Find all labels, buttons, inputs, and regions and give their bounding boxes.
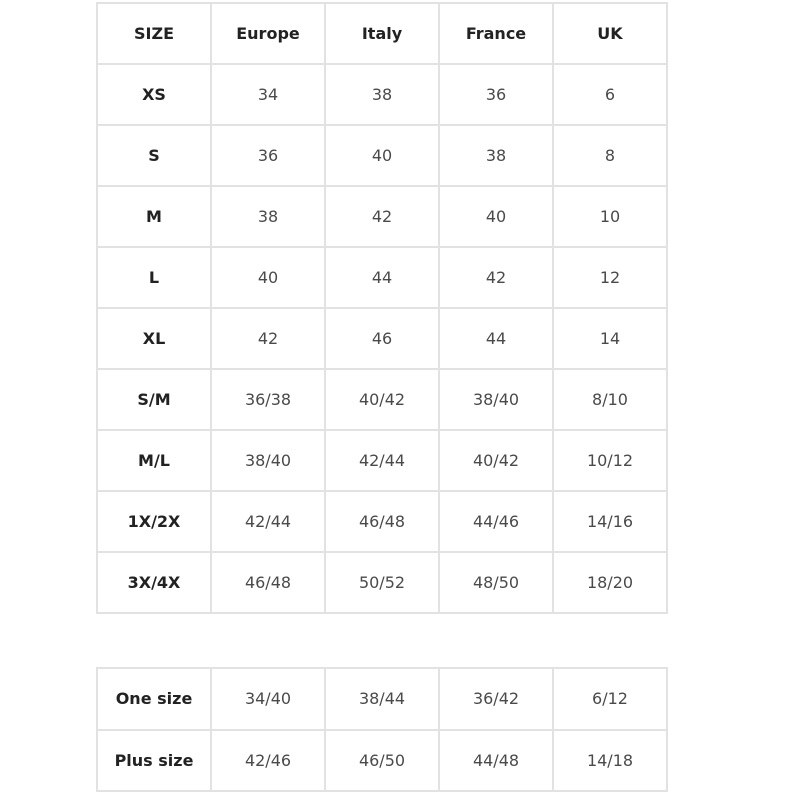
size-value-cell: 38 (210, 185, 326, 248)
size-value-cell: 46/48 (324, 490, 440, 553)
size-value-cell: 40 (438, 185, 554, 248)
table-row: Plus size 42/46 46/50 44/48 14/18 (96, 728, 668, 792)
size-value-cell: 42/44 (324, 429, 440, 492)
table-row: One size 34/40 38/44 36/42 6/12 (96, 667, 668, 731)
size-value-cell: 8/10 (552, 368, 668, 431)
size-value-cell: 40/42 (324, 368, 440, 431)
column-header: UK (552, 2, 668, 65)
table-row: XL 42 46 44 14 (96, 307, 668, 370)
column-header: France (438, 2, 554, 65)
size-value-cell: 40/42 (438, 429, 554, 492)
size-value-cell: 6 (552, 63, 668, 126)
size-label-cell: XL (96, 307, 212, 370)
size-value-cell: 10 (552, 185, 668, 248)
table-row: M/L 38/40 42/44 40/42 10/12 (96, 429, 668, 492)
size-value-cell: 42/44 (210, 490, 326, 553)
size-value-cell: 42 (324, 185, 440, 248)
table-row: XS 34 38 36 6 (96, 63, 668, 126)
size-value-cell: 46 (324, 307, 440, 370)
size-value-cell: 34/40 (210, 667, 326, 731)
size-value-cell: 34 (210, 63, 326, 126)
size-label-cell: L (96, 246, 212, 309)
table-row: 3X/4X 46/48 50/52 48/50 18/20 (96, 551, 668, 614)
table-row: 1X/2X 42/44 46/48 44/46 14/16 (96, 490, 668, 553)
table-row: S 36 40 38 8 (96, 124, 668, 187)
table-row: L 40 44 42 12 (96, 246, 668, 309)
size-value-cell: 44 (324, 246, 440, 309)
size-value-cell: 38 (324, 63, 440, 126)
column-header: Italy (324, 2, 440, 65)
size-value-cell: 44 (438, 307, 554, 370)
size-label-cell: XS (96, 63, 212, 126)
size-value-cell: 38 (438, 124, 554, 187)
size-value-cell: 36/42 (438, 667, 554, 731)
size-chart-table: SIZE Europe Italy France UK XS 34 38 36 6 S 36 40 38 8… (96, 2, 668, 614)
size-value-cell: 40 (210, 246, 326, 309)
size-label-cell: 3X/4X (96, 551, 212, 614)
size-value-cell: 50/52 (324, 551, 440, 614)
size-value-cell: 36 (438, 63, 554, 126)
size-label-cell: S/M (96, 368, 212, 431)
one-plus-size-table: One size 34/40 38/44 36/42 6/12 Plus size 42/4… (96, 667, 668, 792)
size-value-cell: 38/44 (324, 667, 440, 731)
size-label-cell: M/L (96, 429, 212, 492)
size-value-cell: 44/46 (438, 490, 554, 553)
size-value-cell: 38/40 (210, 429, 326, 492)
size-value-cell: 42 (438, 246, 554, 309)
size-value-cell: 42/46 (210, 728, 326, 792)
size-value-cell: 40 (324, 124, 440, 187)
size-value-cell: 10/12 (552, 429, 668, 492)
table-row: S/M 36/38 40/42 38/40 8/10 (96, 368, 668, 431)
size-label-cell: M (96, 185, 212, 248)
size-value-cell: 8 (552, 124, 668, 187)
size-label-cell: Plus size (96, 728, 212, 792)
size-value-cell: 48/50 (438, 551, 554, 614)
header-row: SIZE Europe Italy France UK (96, 2, 668, 65)
size-value-cell: 44/48 (438, 728, 554, 792)
size-value-cell: 14 (552, 307, 668, 370)
column-header: SIZE (96, 2, 212, 65)
size-value-cell: 42 (210, 307, 326, 370)
table-row: M 38 42 40 10 (96, 185, 668, 248)
size-label-cell: S (96, 124, 212, 187)
size-value-cell: 38/40 (438, 368, 554, 431)
size-value-cell: 6/12 (552, 667, 668, 731)
size-value-cell: 18/20 (552, 551, 668, 614)
size-value-cell: 12 (552, 246, 668, 309)
column-header: Europe (210, 2, 326, 65)
size-value-cell: 46/48 (210, 551, 326, 614)
size-value-cell: 14/16 (552, 490, 668, 553)
size-value-cell: 46/50 (324, 728, 440, 792)
size-label-cell: 1X/2X (96, 490, 212, 553)
size-value-cell: 14/18 (552, 728, 668, 792)
size-value-cell: 36/38 (210, 368, 326, 431)
size-label-cell: One size (96, 667, 212, 731)
size-value-cell: 36 (210, 124, 326, 187)
